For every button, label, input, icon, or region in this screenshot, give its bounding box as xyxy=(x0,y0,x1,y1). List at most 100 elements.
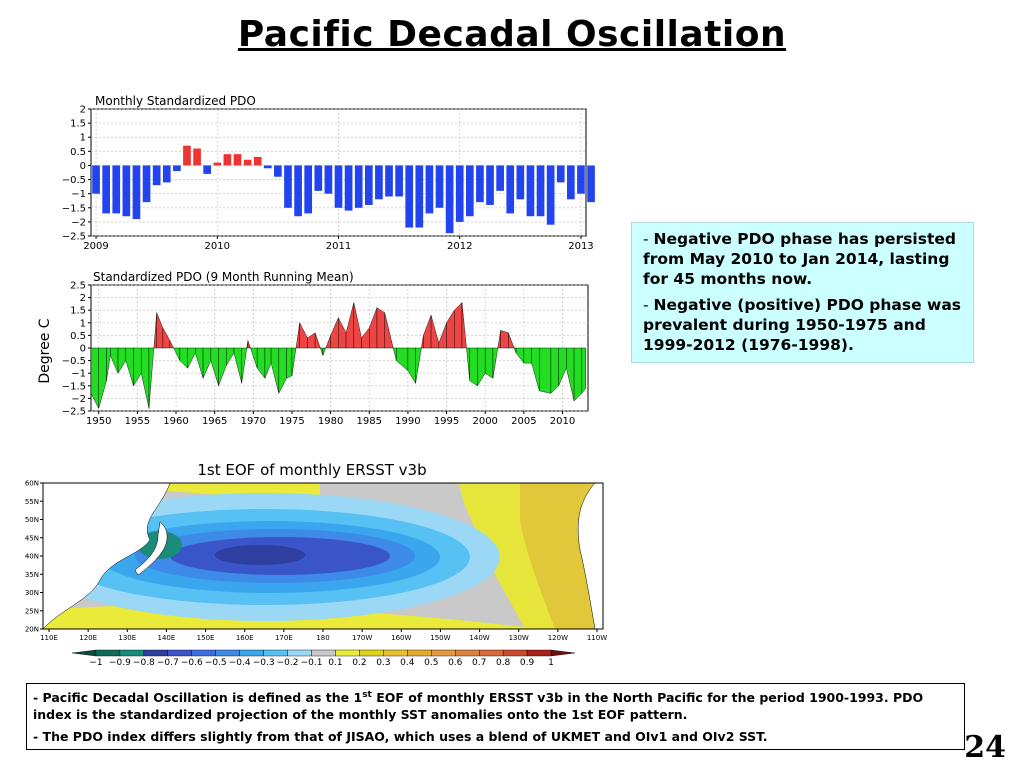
chart1-bar xyxy=(304,165,313,214)
chart2-xtick-label: 1985 xyxy=(357,416,382,427)
chart2-area-segment xyxy=(430,315,440,349)
colorbar-swatch xyxy=(119,649,145,657)
chart2-area-segment xyxy=(550,347,559,394)
colorbar-swatch xyxy=(383,649,408,657)
chart1-bar xyxy=(385,165,393,197)
chart2-title: Standardized PDO (9 Month Running Mean) xyxy=(93,270,354,284)
chart2-area-segment xyxy=(353,302,362,349)
definition-note-1: - Pacific Decadal Oscillation is defined… xyxy=(33,690,924,723)
chart2-area-segment xyxy=(195,347,204,379)
chart2-xtick-label: 2000 xyxy=(472,416,497,427)
chart1-xtick-label: 2013 xyxy=(568,241,593,252)
chart2-area-segment xyxy=(98,347,107,409)
colorbar-swatch xyxy=(311,649,336,657)
japan-islands xyxy=(134,521,168,576)
chart2-ytick-label: −1 xyxy=(71,369,86,380)
chart2-area-segment xyxy=(278,347,287,394)
chart2-ytick-label: −1.5 xyxy=(62,381,86,392)
chart2-xtick-label: 2010 xyxy=(550,416,575,427)
chart1-bar xyxy=(587,165,595,203)
map-lat-label: 55N xyxy=(25,498,39,506)
chart2-area-segment xyxy=(241,347,248,384)
map-lat-label: 60N xyxy=(25,480,39,488)
colorbar-swatch xyxy=(191,649,216,657)
map-lon-label: 110E xyxy=(40,634,58,642)
colorbar-label: −0.5 xyxy=(205,658,227,668)
chart2-xtick-label: 1975 xyxy=(279,416,304,427)
chart1-ytick-label: −2.5 xyxy=(62,232,86,243)
chart2-area-segment xyxy=(573,347,583,402)
map-lon-label: 170E xyxy=(275,634,293,642)
chart2-area-segment xyxy=(210,347,219,386)
eof-map: 1st EOF of monthly ERSST v3b 60N 55N 50N 45… xyxy=(25,461,607,668)
chart2-area-segment xyxy=(330,317,339,349)
chart2-ytick-label: 2.5 xyxy=(70,281,86,292)
chart2-area-segment xyxy=(531,347,540,391)
chart1-bar xyxy=(526,165,535,217)
chart2-ytick-label: −2.5 xyxy=(62,407,86,418)
chart2-area-segment xyxy=(492,347,499,379)
map-lon-label: 140W xyxy=(469,634,489,642)
chart1-ytick-label: 0.5 xyxy=(70,147,86,158)
chart1-bar xyxy=(344,165,353,211)
chart2-area-segment xyxy=(497,330,501,349)
chart2-area-segment xyxy=(466,347,470,381)
map-lon-label: 110W xyxy=(587,634,607,642)
colorbar-label: 0.3 xyxy=(376,658,390,668)
chart1-bar xyxy=(294,165,302,217)
colorbar-label: 1 xyxy=(548,658,554,668)
colorbar-swatch xyxy=(287,649,312,657)
chart2-area-segment xyxy=(125,347,134,386)
chart1-xtick-label: 2010 xyxy=(205,241,230,252)
chart2-xtick-label: 2005 xyxy=(511,416,536,427)
map-lon-label: 130E xyxy=(118,634,136,642)
chart1-bar xyxy=(395,165,403,197)
chart2-area-segment xyxy=(338,317,347,349)
colorbar-swatch xyxy=(215,649,240,657)
chart2-area-segment xyxy=(250,347,258,369)
definition-note-2: - The PDO index differs slightly from th… xyxy=(33,729,768,745)
slide-title: Pacific Decadal Oscillation xyxy=(237,14,787,55)
map-lon-label: 130W xyxy=(509,634,529,642)
map-lon-label: 120W xyxy=(548,634,568,642)
chart1-bar xyxy=(324,165,333,194)
chart2-area-segment xyxy=(322,347,327,356)
chart2-area-segment xyxy=(291,347,297,376)
colorbar-swatch xyxy=(167,649,192,657)
chart2-area-segment xyxy=(484,347,494,379)
bullet-dash: - xyxy=(643,296,654,314)
page-number: 24 xyxy=(964,730,1006,765)
chart1-bar xyxy=(203,165,212,174)
chart2-area-segment xyxy=(173,347,181,361)
colorbar-label: 0.2 xyxy=(352,658,366,668)
bullet-dash: - xyxy=(643,230,654,248)
chart2-area-segment xyxy=(117,347,126,374)
map-lat-label: 40N xyxy=(25,553,39,561)
chart1-ytick-label: −2 xyxy=(71,217,86,228)
chart1-bar xyxy=(556,165,565,183)
map-lon-label: 170W xyxy=(352,634,372,642)
chart1-bar xyxy=(364,165,373,205)
chart1-ytick-label: −0.5 xyxy=(62,175,86,186)
chart1-bar xyxy=(152,165,161,186)
chart2-area-segment xyxy=(141,347,150,409)
chart2-area-segment xyxy=(446,309,455,349)
map-title: 1st EOF of monthly ERSST v3b xyxy=(197,461,426,479)
chart1-bar xyxy=(476,165,484,203)
map-lat-label: 25N xyxy=(25,607,39,615)
chart1-bar xyxy=(223,154,232,166)
chart1-bar xyxy=(253,156,262,166)
chart2-area-segment xyxy=(226,347,235,367)
chart1-bar xyxy=(102,165,110,214)
colorbar-label: −0.1 xyxy=(301,658,323,668)
colorbar-label: 0.1 xyxy=(328,658,342,668)
chart2-ytick-label: −2 xyxy=(71,394,86,405)
chart2-area-segment xyxy=(148,347,155,409)
colorbar-swatch xyxy=(526,649,552,657)
chart2-area-segment xyxy=(320,347,324,356)
summary-note-box: - Negative PDO phase has persisted from … xyxy=(631,222,974,363)
colorbar-label: 0.9 xyxy=(520,658,535,668)
map-lat-label: 30N xyxy=(25,589,39,597)
chart2-area-segment xyxy=(106,347,111,381)
chart1-bar xyxy=(193,148,201,166)
